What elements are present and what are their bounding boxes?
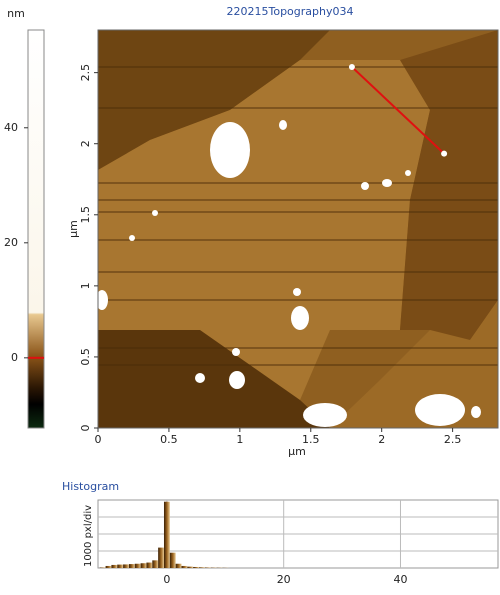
- histogram-bar: [128, 564, 135, 568]
- y-tick-label: 0: [79, 425, 92, 432]
- colorbar: [27, 29, 45, 429]
- histogram-x-tick-label: 20: [277, 573, 291, 586]
- y-tick-label: 0.5: [79, 348, 92, 366]
- x-tick-label: 1: [236, 433, 243, 446]
- y-tick-label: 1.5: [79, 206, 92, 224]
- x-tick-label: 0.5: [160, 433, 178, 446]
- histogram-title: Histogram: [62, 480, 119, 493]
- y-tick-label: 1: [79, 282, 92, 289]
- colorbar-unit: nm: [7, 7, 25, 20]
- histogram-bar: [193, 566, 200, 568]
- histogram-x-tick-label: 40: [393, 573, 407, 586]
- histogram-bar: [140, 563, 147, 568]
- y-tick-label: 2: [79, 140, 92, 147]
- x-tick-label: 1.5: [302, 433, 320, 446]
- histogram-bar: [117, 564, 124, 568]
- y-tick-label: 2.5: [79, 64, 92, 82]
- histogram-bar: [175, 563, 182, 568]
- histogram-bar: [152, 560, 159, 568]
- colorbar-tick-label: 20: [4, 236, 18, 249]
- histogram-bar: [199, 567, 205, 568]
- profile-line: [351, 66, 445, 155]
- histogram-bar: [99, 567, 106, 568]
- image-frame: [97, 29, 499, 429]
- y-axis-label: µm: [67, 220, 80, 238]
- histogram-bar: [105, 565, 112, 568]
- topography-image: [98, 30, 498, 428]
- histogram-bar: [163, 501, 170, 568]
- colorbar-tick-label: 0: [11, 351, 18, 364]
- profile-endpoint: [441, 150, 448, 157]
- image-title: 220215Topography034: [227, 5, 354, 18]
- histogram-bar: [158, 547, 164, 568]
- profile-endpoint: [348, 63, 355, 70]
- colorbar-tick-label: 40: [4, 121, 18, 134]
- histogram-bar: [169, 552, 176, 568]
- histogram-y-label: 1000 pxl/div: [83, 505, 94, 567]
- x-tick-label: 0: [95, 433, 102, 446]
- histogram-x-tick-label: 0: [163, 573, 170, 586]
- histogram-bar: [123, 564, 129, 568]
- histogram-bar: [111, 564, 118, 568]
- histogram-bar: [146, 562, 153, 568]
- histogram-bar: [134, 563, 141, 568]
- x-tick-label: 2: [378, 433, 385, 446]
- x-axis-label: µm: [288, 445, 306, 458]
- histogram-bar: [204, 567, 211, 568]
- histogram-bar: [181, 565, 188, 568]
- x-tick-label: 2.5: [444, 433, 462, 446]
- histogram-bar: [187, 566, 194, 568]
